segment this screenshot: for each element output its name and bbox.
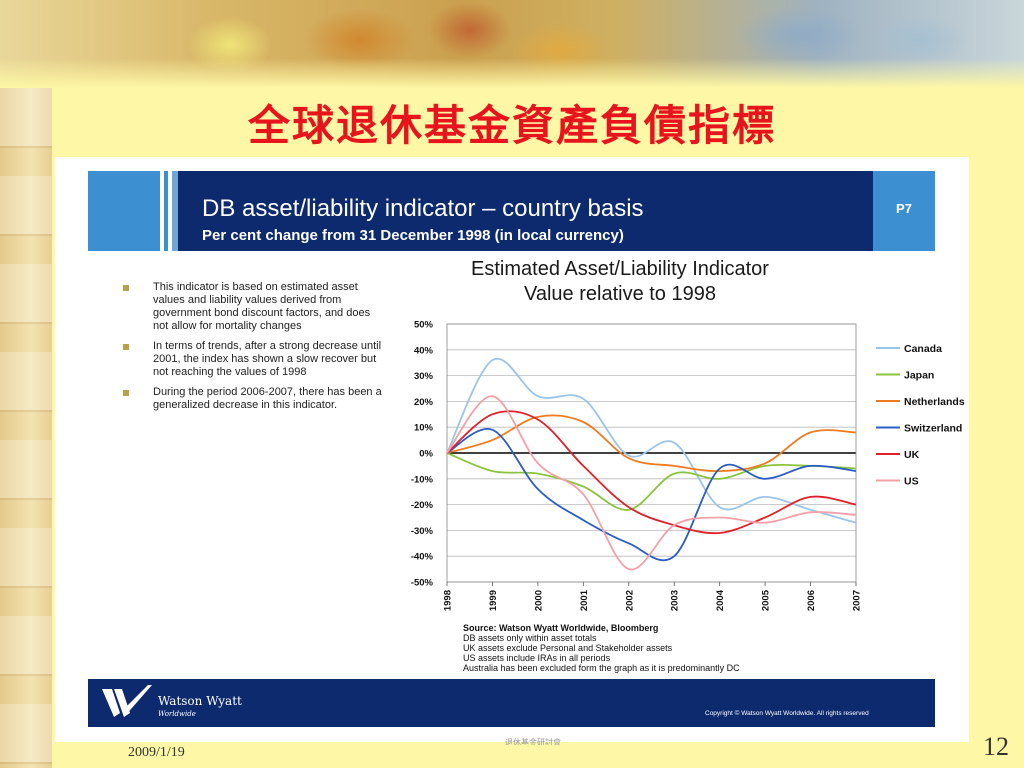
bullet-text: This indicator is based on estimated ass… bbox=[153, 281, 371, 332]
chart-title-block: Estimated Asset/Liability Indicator Valu… bbox=[385, 257, 855, 307]
legend-label-uk: UK bbox=[904, 449, 920, 461]
source-line: Source: Watson Wyatt Worldwide, Bloomber… bbox=[463, 623, 659, 633]
top-decorative-band bbox=[0, 0, 1024, 88]
header-stripe-2 bbox=[172, 171, 178, 251]
x-tick-label: 2007 bbox=[852, 590, 863, 611]
x-tick-label: 2005 bbox=[761, 589, 772, 611]
header-divider bbox=[160, 171, 164, 251]
bullet-item: In terms of trends, after a strong decre… bbox=[115, 340, 385, 379]
footer-bar bbox=[88, 679, 935, 727]
x-tick-label: 2002 bbox=[624, 590, 635, 611]
x-tick-label: 2004 bbox=[715, 589, 726, 611]
series-line-switzerland bbox=[446, 428, 857, 562]
y-tick-label: 50% bbox=[414, 320, 434, 331]
slide-title: 全球退休基金資產負債指標 bbox=[247, 101, 776, 150]
page-tag: P7 bbox=[896, 201, 912, 216]
x-tick-label: 2001 bbox=[579, 589, 590, 611]
series-line-uk bbox=[446, 410, 857, 535]
series-line-japan bbox=[446, 452, 857, 511]
bullet-text: In terms of trends, after a strong decre… bbox=[153, 340, 382, 378]
legend-label-canada: Canada bbox=[904, 343, 942, 355]
series-line-netherlands bbox=[446, 414, 857, 473]
source-line: DB assets only within asset totals bbox=[463, 633, 597, 643]
chart-subtitle: Value relative to 1998 bbox=[524, 283, 716, 305]
chart-title: Estimated Asset/Liability Indicator bbox=[471, 258, 769, 280]
y-tick-label: 40% bbox=[414, 345, 434, 356]
header-bar bbox=[88, 171, 935, 251]
logo-name: Watson Wyatt bbox=[158, 694, 242, 708]
x-tick-label: 1998 bbox=[443, 590, 454, 611]
y-tick-label: -10% bbox=[411, 474, 434, 485]
x-tick-label: 2003 bbox=[670, 590, 681, 611]
copyright-text: Copyright © Watson Wyatt Worldwide. All … bbox=[705, 710, 869, 717]
header-divider-2 bbox=[168, 171, 172, 251]
watson-wyatt-logo bbox=[102, 685, 152, 717]
left-decorative-strip bbox=[0, 0, 52, 768]
y-tick-label: -40% bbox=[411, 552, 434, 563]
page-tag-box bbox=[873, 171, 935, 251]
y-tick-label: 0% bbox=[419, 449, 433, 460]
series-line-canada bbox=[446, 357, 857, 524]
content-panel: P7 DB asset/liability indicator – countr… bbox=[55, 157, 969, 742]
y-tick-label: 30% bbox=[414, 371, 434, 382]
source-line: Australia has been excluded form the gra… bbox=[463, 663, 740, 673]
header-accent bbox=[88, 171, 160, 251]
legend-label-us: US bbox=[904, 476, 919, 488]
source-line: UK assets exclude Personal and Stakehold… bbox=[463, 643, 673, 653]
y-tick-label: 10% bbox=[414, 423, 434, 434]
header-title: DB asset/liability indicator – country b… bbox=[202, 195, 644, 222]
x-tick-label: 2000 bbox=[533, 590, 544, 611]
y-tick-label: -50% bbox=[411, 578, 434, 589]
x-tick-label: 2006 bbox=[806, 590, 817, 611]
y-tick-label: 20% bbox=[414, 397, 434, 408]
slide-number: 12 bbox=[983, 732, 1009, 761]
header-stripe bbox=[164, 171, 168, 251]
y-tick-label: -20% bbox=[411, 500, 434, 511]
source-line: US assets include IRAs in all periods bbox=[463, 653, 611, 663]
bullet-item: During the period 2006-2007, there has b… bbox=[115, 386, 385, 412]
legend-label-switzerland: Switzerland bbox=[904, 423, 962, 435]
bullet-text: During the period 2006-2007, there has b… bbox=[153, 386, 382, 411]
line-chart: 50% 40% 30% 20% 10% 0% -10% -20% -30% -40% -50% 199… bbox=[411, 320, 965, 612]
slide-footer-text: 退休基金研討會 bbox=[505, 738, 561, 745]
source-notes: Source: Watson Wyatt Worldwide, Bloomber… bbox=[463, 623, 740, 673]
bullet-item: This indicator is based on estimated ass… bbox=[115, 281, 385, 333]
legend-label-netherlands: Netherlands bbox=[904, 396, 965, 408]
bullet-list: This indicator is based on estimated ass… bbox=[115, 281, 385, 419]
header-subtitle: Per cent change from 31 December 1998 (i… bbox=[202, 227, 624, 244]
legend-label-japan: Japan bbox=[904, 370, 934, 382]
x-tick-label: 1999 bbox=[488, 590, 499, 611]
slide-date: 2009/1/19 bbox=[128, 745, 185, 760]
logo-subtitle: Worldwide bbox=[158, 710, 196, 718]
series-line-us bbox=[446, 395, 857, 571]
y-tick-label: -30% bbox=[411, 526, 434, 537]
